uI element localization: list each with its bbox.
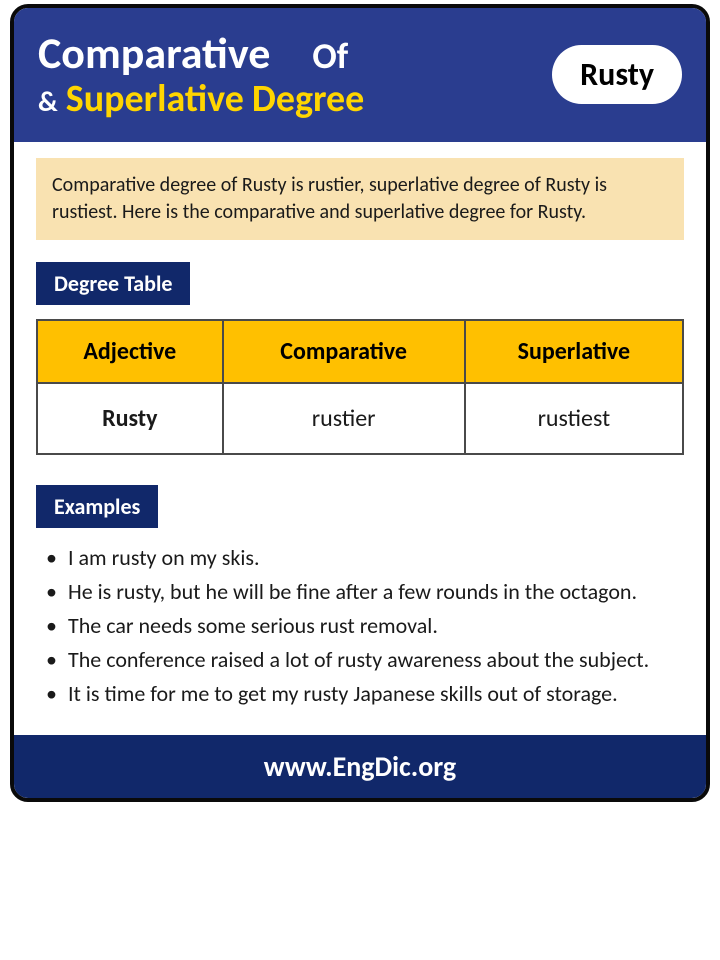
- info-card: Comparative Of & Superlative Degree Rust…: [10, 4, 710, 802]
- cell-adjective: Rusty: [37, 383, 223, 454]
- title-comparative: Comparative: [38, 26, 270, 80]
- intro-text: Comparative degree of Rusty is rustier, …: [36, 158, 684, 240]
- list-item: I am rusty on my skis.: [42, 542, 678, 574]
- word-badge: Rusty: [552, 45, 682, 104]
- list-item: The conference raised a lot of rusty awa…: [42, 644, 678, 676]
- list-item: It is time for me to get my rusty Japane…: [42, 678, 678, 710]
- card-content: Comparative degree of Rusty is rustier, …: [14, 142, 706, 735]
- col-superlative: Superlative: [465, 320, 683, 383]
- examples-label: Examples: [36, 485, 158, 528]
- table-row: Rusty rustier rustiest: [37, 383, 683, 454]
- col-adjective: Adjective: [37, 320, 223, 383]
- footer-link[interactable]: www.EngDic.org: [14, 735, 706, 798]
- title-line-2: & Superlative Degree: [38, 76, 552, 122]
- cell-superlative: rustiest: [465, 383, 683, 454]
- list-item: The car needs some serious rust removal.: [42, 610, 678, 642]
- card-header: Comparative Of & Superlative Degree Rust…: [14, 8, 706, 142]
- title-superlative: Superlative: [66, 76, 244, 122]
- title-of: Of: [312, 34, 348, 78]
- list-item: He is rusty, but he will be fine after a…: [42, 576, 678, 608]
- examples-list: I am rusty on my skis. He is rusty, but …: [36, 542, 684, 709]
- degree-table: Adjective Comparative Superlative Rusty …: [36, 319, 684, 455]
- degree-table-label: Degree Table: [36, 262, 190, 305]
- table-header-row: Adjective Comparative Superlative: [37, 320, 683, 383]
- header-title-block: Comparative Of & Superlative Degree: [38, 26, 552, 122]
- title-line-1: Comparative Of: [38, 26, 552, 80]
- cell-comparative: rustier: [223, 383, 465, 454]
- title-amp: &: [38, 84, 58, 119]
- title-degree: Degree: [252, 76, 364, 122]
- col-comparative: Comparative: [223, 320, 465, 383]
